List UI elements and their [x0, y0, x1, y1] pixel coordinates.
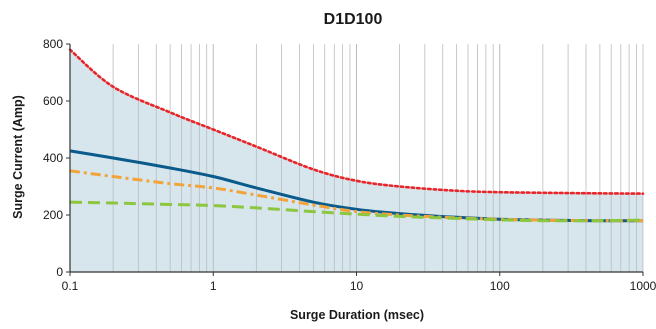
x-axis-ticks: 0.1 1 10 100 1000 — [62, 272, 656, 293]
x-tick-label: 0.1 — [62, 279, 79, 293]
plot-area — [68, 44, 645, 273]
series-line-dashed — [69, 200, 644, 223]
x-tick-label: 1 — [210, 279, 217, 293]
x-tick-label: 1000 — [630, 279, 656, 293]
chart-title: D1D100 — [324, 11, 383, 28]
y-tick-label: 800 — [43, 37, 63, 51]
series-layer — [68, 48, 645, 223]
x-tick-label: 10 — [350, 279, 364, 293]
y-tick-label: 400 — [43, 151, 63, 165]
y-tick-label: 0 — [56, 265, 63, 279]
y-axis-label: Surge Current (Amp) — [11, 95, 25, 219]
y-tick-label: 600 — [43, 94, 63, 108]
x-axis-label: Surge Duration (msec) — [290, 308, 424, 322]
y-tick-label: 200 — [43, 208, 63, 222]
grid-lines — [112, 44, 644, 272]
x-tick-label: 100 — [490, 279, 510, 293]
y-axis-ticks: 0 200 400 600 800 — [43, 37, 70, 279]
series-line-dotted — [68, 48, 645, 195]
